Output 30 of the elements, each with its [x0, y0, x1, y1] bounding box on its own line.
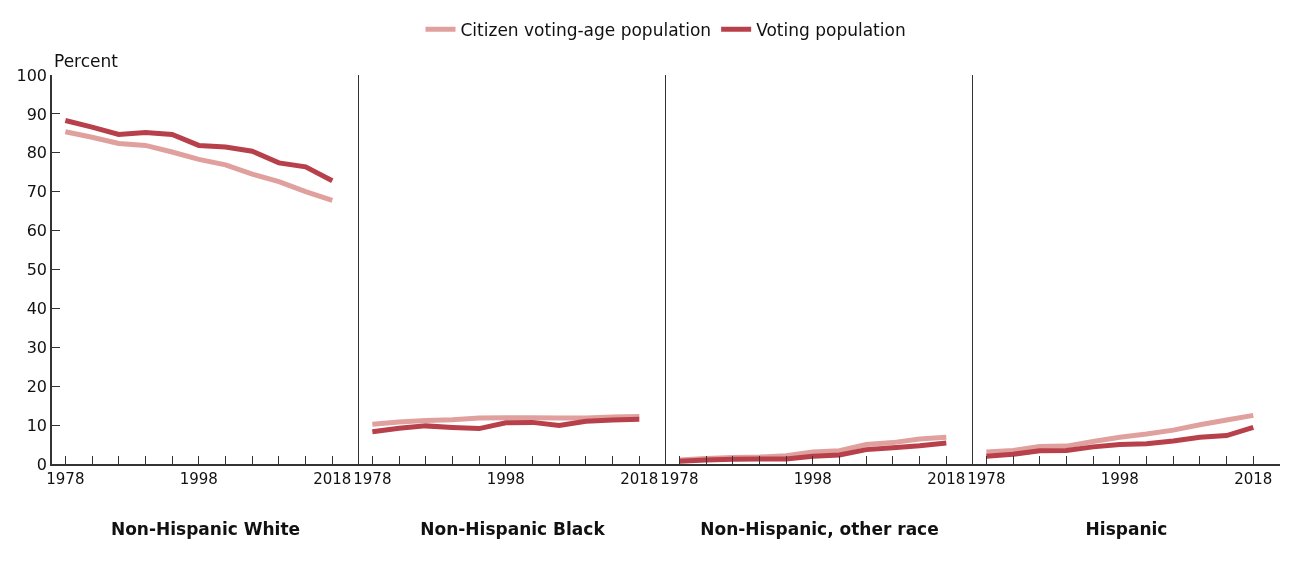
x-tick-label: 1978 [46, 469, 85, 488]
legend-label: Voting population [756, 19, 906, 40]
y-tick-label: 60 [26, 221, 48, 241]
x-tick-label: 2018 [1234, 469, 1273, 488]
legend-label: Citizen voting-age population [460, 19, 712, 40]
x-tick-label: 1978 [660, 469, 699, 488]
y-tick-label: 80 [26, 143, 48, 163]
y-tick-label: 20 [26, 376, 48, 396]
x-tick-label: 2018 [313, 469, 352, 488]
y-axis-title: Percent [54, 51, 119, 71]
x-tick-label: 1998 [179, 469, 218, 488]
x-axis-title: Non-Hispanic, other race [700, 518, 939, 539]
y-tick-label: 40 [26, 299, 48, 318]
x-tick-label: 1998 [486, 469, 525, 488]
y-tick-label: 70 [26, 182, 48, 202]
x-axis-title: Hispanic [1085, 518, 1168, 539]
y-tick-label: 100 [16, 65, 48, 85]
y-tick-label: 90 [26, 104, 48, 124]
x-tick-label: 2018 [620, 469, 659, 488]
x-axis-title: Non-Hispanic White [110, 518, 301, 539]
y-tick-label: 0 [36, 454, 48, 474]
x-tick-label: 1978 [353, 469, 392, 488]
x-tick-label: 1998 [1100, 469, 1139, 488]
x-tick-label: 1978 [967, 469, 1006, 488]
x-tick-label: 2018 [927, 469, 966, 488]
y-tick-label: 30 [26, 337, 48, 357]
x-tick-label: 1998 [793, 469, 832, 488]
y-tick-label: 10 [26, 415, 48, 435]
y-tick-label: 50 [26, 260, 48, 280]
x-axis-title: Non-Hispanic Black [420, 518, 606, 539]
